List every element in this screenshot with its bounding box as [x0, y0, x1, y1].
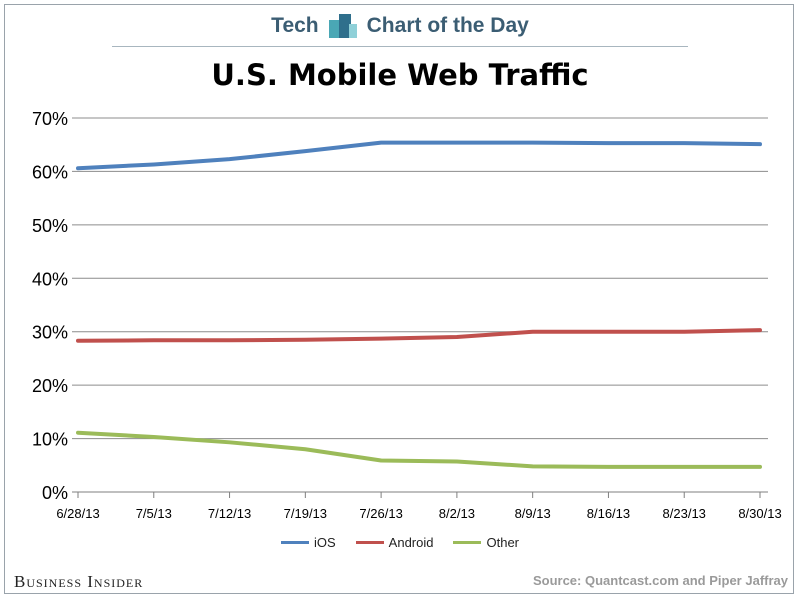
brand-chart-of-day-label: Chart of the Day: [366, 14, 529, 37]
x-tick-label: 7/12/13: [208, 506, 251, 521]
legend-label-android: Android: [388, 535, 434, 550]
legend-swatch-other: [453, 541, 482, 544]
y-tick-label: 0%: [42, 483, 68, 503]
brand-divider: [112, 46, 688, 47]
legend-item-ios: iOS: [281, 535, 336, 550]
brand-header: Tech Chart of the Day: [0, 14, 800, 38]
x-tick-label: 8/16/13: [587, 506, 630, 521]
x-tick-label: 8/23/13: [663, 506, 706, 521]
legend-item-android: Android: [355, 535, 434, 550]
series-line-ios: [76, 140, 762, 171]
y-tick-label: 10%: [32, 430, 68, 450]
y-tick-label: 30%: [32, 323, 68, 343]
x-tick-label: 7/19/13: [284, 506, 327, 521]
legend-label-ios: iOS: [314, 535, 336, 550]
source-note: Source: Quantcast.com and Piper Jaffray: [532, 573, 788, 588]
x-tick-label: 8/9/13: [515, 506, 551, 521]
y-tick-label: 60%: [32, 162, 68, 182]
legend-item-other: Other: [453, 535, 519, 550]
series-line-android: [76, 328, 762, 343]
x-tick-label: 6/28/13: [56, 506, 99, 521]
publisher-logo: Business Insider: [14, 572, 144, 591]
legend-label-other: Other: [486, 535, 519, 550]
chart-frame: [4, 4, 794, 594]
chart-title: U.S. Mobile Web Traffic: [211, 58, 589, 92]
y-tick-label: 50%: [32, 216, 68, 236]
x-tick-label: 7/26/13: [359, 506, 402, 521]
x-tick-label: 8/2/13: [439, 506, 475, 521]
x-tick-label: 7/5/13: [136, 506, 172, 521]
x-tick-label: 8/30/13: [738, 506, 781, 521]
brand-tech-label: Tech: [271, 14, 319, 37]
chart-legend: iOS Android Other: [0, 535, 800, 550]
chart-logo-icon: [328, 14, 357, 38]
y-tick-label: 70%: [32, 109, 68, 129]
series-line-other: [76, 430, 762, 469]
legend-swatch-ios: [281, 541, 309, 544]
y-tick-label: 40%: [32, 269, 68, 289]
legend-swatch-android: [355, 541, 384, 544]
y-tick-label: 20%: [32, 376, 68, 396]
